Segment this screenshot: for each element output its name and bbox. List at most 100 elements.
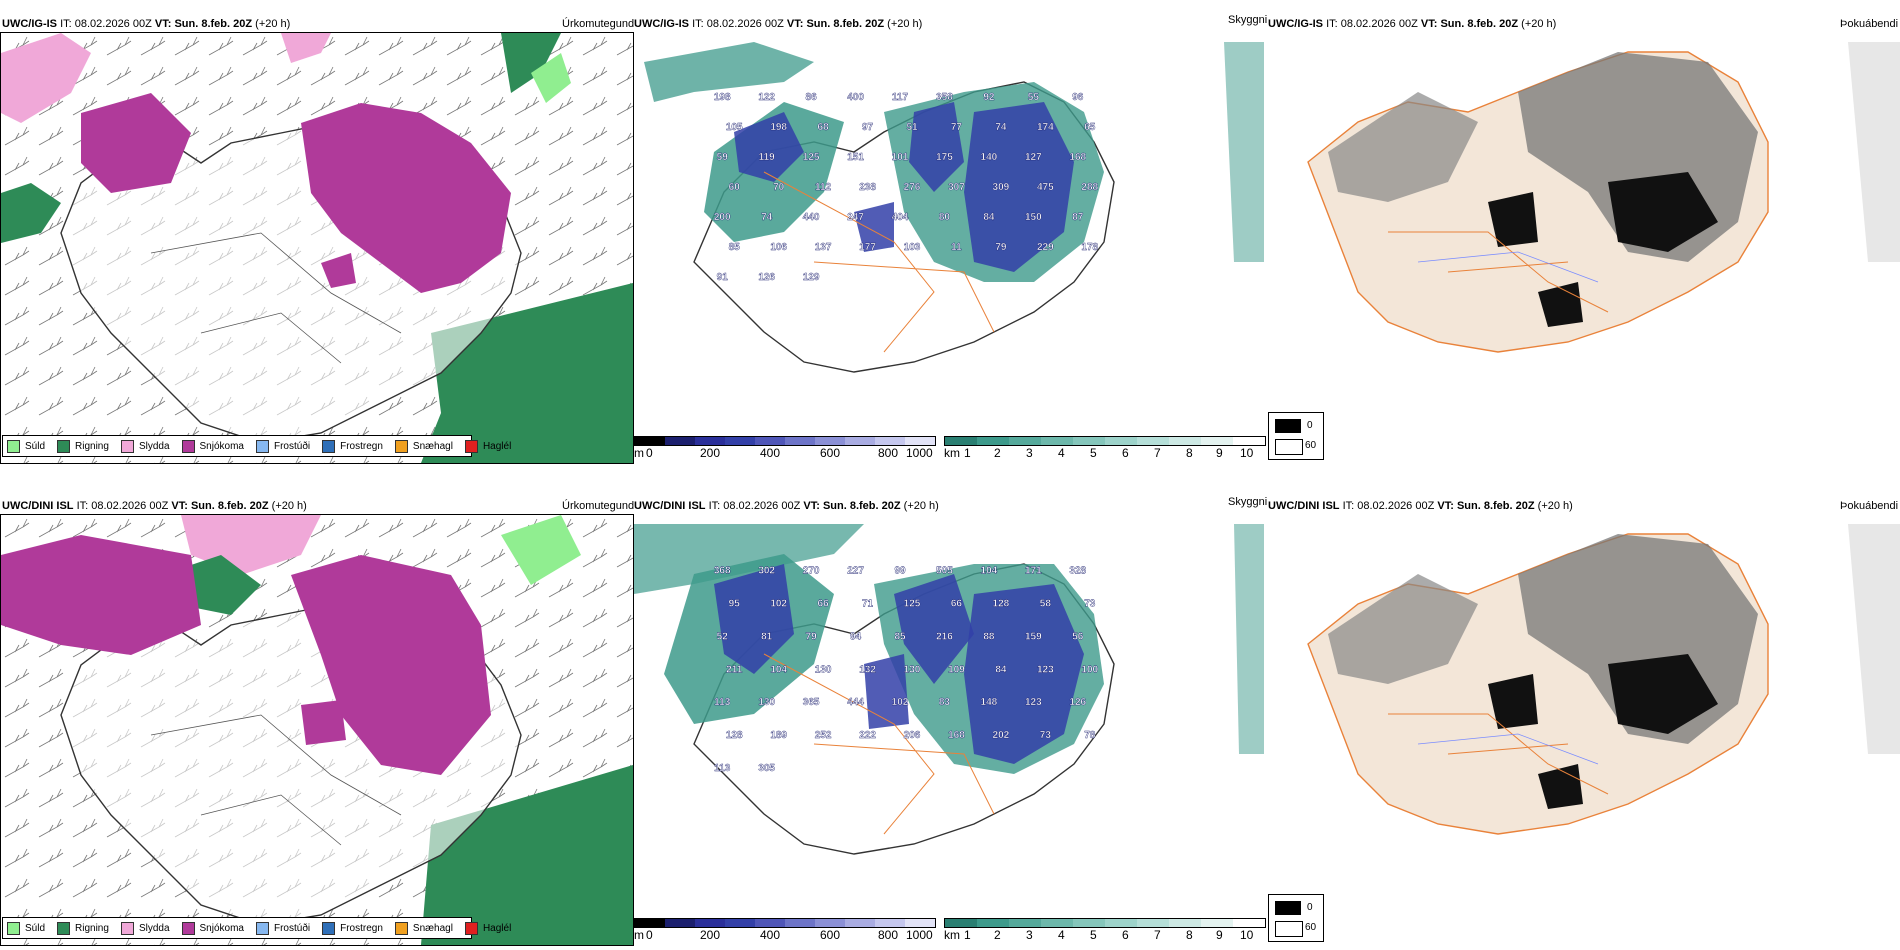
it-label: IT:: [692, 18, 704, 30]
visibility-value-label: 94: [850, 631, 862, 642]
visibility-value-label: 168: [1069, 152, 1086, 163]
legend-label: Snæhagl: [412, 440, 453, 452]
visibility-value-label: 74: [995, 122, 1007, 133]
legend-item: Rigning: [57, 439, 109, 453]
visibility-map-svg: 368 302 270 227 99 505 104 171 328 95 102 66 71 125 66…: [634, 524, 1264, 855]
swatch: [120, 439, 134, 453]
precip-legend-bottom: Súld Rigning Slydda Snjókoma Frostúði Fr…: [2, 917, 511, 939]
model-name: UWC/DINI ISL: [634, 500, 706, 512]
visibility-value-label: 288: [1081, 182, 1098, 193]
visibility-value-label: 56: [1072, 631, 1084, 642]
swatch: [7, 439, 20, 453]
height-tick: 800: [878, 928, 899, 942]
visibility-labels: 198 122 86 400 117 358 92 55 96 105 198 68 97 51 77 74 1…: [714, 92, 1099, 283]
legend-item: Súld: [7, 921, 45, 935]
visibility-value-label: 227: [847, 566, 864, 577]
model-name: UWC/DINI ISL: [1268, 500, 1340, 512]
visibility-value-label: 73: [1040, 730, 1052, 741]
height-tick: 400: [760, 928, 781, 942]
legend-label: Frostregn: [340, 922, 383, 934]
km-tick: 10: [1240, 446, 1254, 460]
row-header-top-3: UWC/IG-IS IT: 08.02.2026 00Z VT: Sun. 8.…: [1268, 18, 1556, 30]
legend-item: Snjókoma: [181, 439, 244, 453]
height-tick: 1000: [906, 928, 933, 942]
visibility-value-label: 51: [906, 122, 918, 133]
visibility-value-label: 307: [948, 182, 965, 193]
vt-value: Sun. 8.feb. 20Z: [806, 18, 885, 30]
model-name: UWC/IG-IS: [634, 18, 689, 30]
visibility-value-label: 400: [847, 92, 864, 103]
km-tick: 3: [1026, 446, 1033, 460]
model-name: UWC/DINI ISL: [2, 500, 74, 512]
legend-label: Rigning: [75, 440, 109, 452]
visibility-value-label: 198: [714, 92, 731, 103]
visibility-value-label: 68: [818, 122, 830, 133]
visibility-value-label: 505: [936, 566, 953, 577]
visibility-value-label: 117: [892, 92, 909, 103]
it-value: 08.02.2026 00Z: [1340, 18, 1418, 30]
visibility-value-label: 175: [936, 152, 953, 163]
row-header-bottom: UWC/DINI ISL IT: 08.02.2026 00Z VT: Sun.…: [2, 500, 307, 512]
visibility-value-label: 52: [717, 631, 729, 642]
it-value: 08.02.2026 00Z: [723, 500, 801, 512]
visibility-value-label: 189: [770, 730, 787, 741]
legend-label: Frostúði: [273, 922, 311, 934]
swatch: [322, 439, 336, 453]
visibility-value-label: 123: [1037, 664, 1054, 675]
visibility-map-svg: 198 122 86 400 117 358 92 55 96 105 198 68 97 51 77 74 1…: [644, 42, 1264, 373]
it-label: IT:: [1326, 18, 1338, 30]
km-tick: 3: [1026, 928, 1033, 942]
km-tick: 5: [1090, 928, 1097, 942]
visibility-value-label: 130: [815, 664, 832, 675]
km-tick: 6: [1122, 446, 1129, 460]
swatch: [120, 921, 134, 935]
fog-map-bottom: [1268, 514, 1900, 914]
visibility-value-label: 59: [717, 152, 729, 163]
visibility-value-label: 151: [847, 152, 864, 163]
km-tick: 9: [1216, 928, 1223, 942]
visibility-value-label: 238: [859, 182, 876, 193]
it-value: 08.02.2026 00Z: [91, 500, 169, 512]
swatch: [394, 439, 408, 453]
visibility-value-label: 404: [892, 212, 909, 223]
visibility-map-top: 198 122 86 400 117 358 92 55 96 105 198 68 97 51 77 74 1…: [634, 32, 1264, 432]
km-tick: 4: [1058, 928, 1065, 942]
visibility-value-label: 105: [726, 122, 743, 133]
model-name: UWC/IG-IS: [1268, 18, 1323, 30]
visibility-value-label: 88: [983, 631, 995, 642]
legend-item: Slydda: [120, 921, 170, 935]
visibility-value-label: 101: [892, 152, 909, 163]
visibility-value-label: 123: [1025, 697, 1042, 708]
panel-title-fog: Þokuábendi: [1840, 500, 1899, 512]
km-tick: 8: [1186, 928, 1193, 942]
vt-value: Sun. 8.feb. 20Z: [1440, 18, 1519, 30]
swatch: [255, 921, 269, 935]
visibility-value-label: 102: [892, 697, 909, 708]
visibility-value-label: 132: [859, 664, 876, 675]
visibility-value-label: 104: [981, 566, 998, 577]
km-tick: 4: [1058, 446, 1065, 460]
precip-type-map-svg: [1, 515, 633, 945]
km-tick: 8: [1186, 446, 1193, 460]
km-tick: 1: [964, 928, 971, 942]
legend-item: Snæhagl: [394, 921, 453, 935]
legend-item: Rigning: [57, 921, 109, 935]
visibility-value-label: 440: [803, 212, 820, 223]
visibility-value-label: 74: [761, 212, 773, 223]
visibility-value-label: 81: [761, 631, 773, 642]
km-unit: km: [944, 446, 960, 460]
visibility-value-label: 276: [904, 182, 921, 193]
swatch: [322, 921, 336, 935]
precip-type-map-top: [0, 32, 634, 464]
visibility-value-label: 178: [1081, 242, 1098, 253]
legend-label: Snjókoma: [199, 440, 244, 452]
it-value: 08.02.2026 00Z: [1357, 500, 1435, 512]
fog-legend-label: 0: [1307, 420, 1313, 431]
fog-legend-bottom: 0 60: [1268, 894, 1324, 942]
visibility-value-label: 84: [995, 664, 1007, 675]
visibility-value-label: 122: [758, 92, 775, 103]
visibility-value-label: 125: [904, 599, 921, 610]
vt-label: VT:: [171, 500, 188, 512]
legend-label: Frostregn: [340, 440, 383, 452]
height-colorbar-bottom: [634, 918, 936, 928]
